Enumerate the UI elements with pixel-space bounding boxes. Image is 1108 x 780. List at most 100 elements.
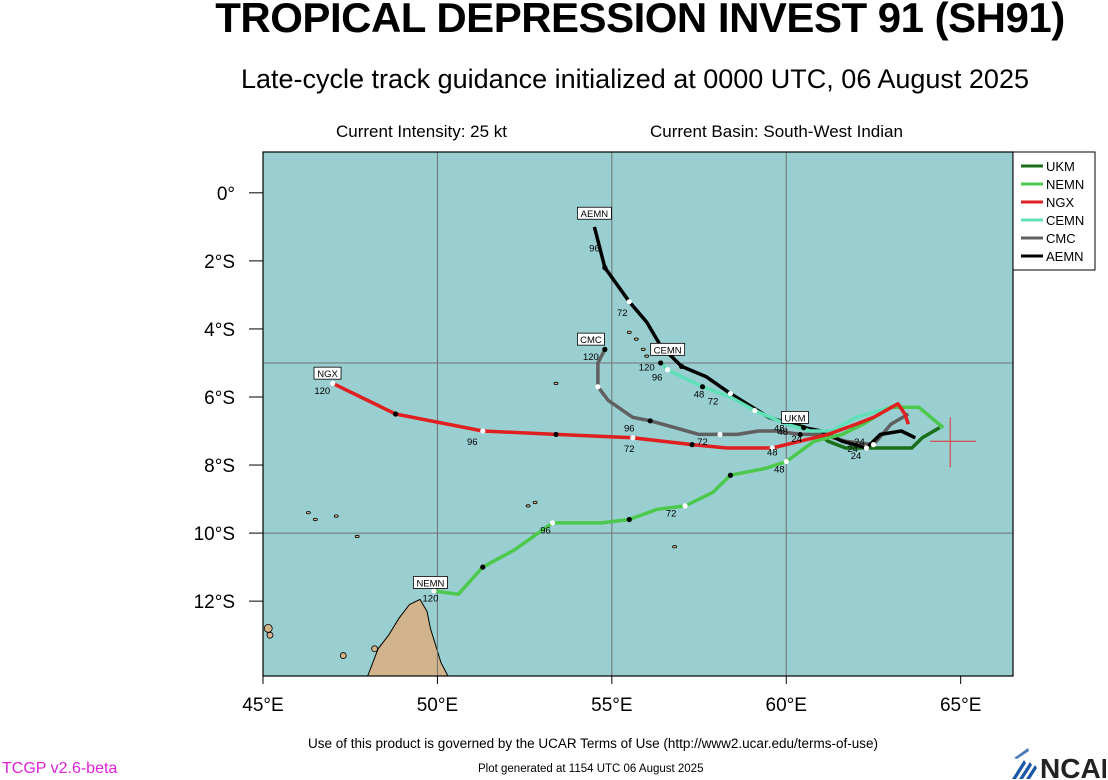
track-point-cemn <box>665 367 671 373</box>
track-point-cemn <box>752 407 758 414</box>
track-point-cmc <box>647 418 653 424</box>
islet-2 <box>333 514 339 518</box>
track-point-cmc <box>595 384 601 390</box>
terms-of-use: Use of this product is governed by the U… <box>308 736 878 751</box>
forecast-hour-label: 72 <box>624 444 635 455</box>
track-point-ngx <box>553 431 559 438</box>
islet-4 <box>525 504 531 508</box>
lat-tick-label: 8°S <box>204 456 235 477</box>
forecast-hour-label: 24 <box>791 434 802 445</box>
track-point-cmc <box>717 431 723 438</box>
current-intensity: Current Intensity: 25 kt <box>336 122 508 141</box>
islet-1 <box>312 517 318 522</box>
lon-tick-label: 65°E <box>940 695 981 716</box>
legend-entry-ngx: NGX <box>1046 195 1075 210</box>
lon-tick-label: 50°E <box>417 695 458 716</box>
forecast-hour-label: 96 <box>652 373 663 384</box>
legend: UKM NEMN NGX CEMN CMC AEMN <box>1012 151 1096 271</box>
forecast-hour-label: 72 <box>708 396 719 407</box>
island-3 <box>371 645 379 653</box>
plot-frame <box>262 151 1014 677</box>
madagascar-land <box>366 598 449 677</box>
islet-10 <box>553 381 559 385</box>
model-label-ukm: UKM <box>781 411 809 424</box>
track-point-aemn <box>727 390 734 397</box>
forecast-hour-label: 24 <box>847 444 858 455</box>
track-point-nemn <box>480 564 486 570</box>
track-point-cmc <box>797 431 803 438</box>
forecast-hour-label: 72 <box>617 308 628 319</box>
ocean-area <box>263 152 1013 676</box>
islet-5 <box>532 500 538 505</box>
model-label-box <box>576 206 612 220</box>
track-nemn <box>433 405 945 597</box>
islet-3 <box>354 534 360 539</box>
model-label-text: UKM <box>784 413 805 424</box>
track-point-aemn <box>602 265 608 271</box>
track-point-nemn <box>431 588 437 594</box>
lat-tick-label: 0° <box>217 184 235 205</box>
lon-tick-label: 60°E <box>766 695 807 716</box>
model-label-cemn: CEMN <box>650 342 686 356</box>
model-label-text: NGX <box>317 369 338 380</box>
forecast-hour-label: 96 <box>589 243 600 254</box>
forecast-hour-label: 24 <box>854 437 865 448</box>
track-point-aemn <box>626 299 632 305</box>
islet-11 <box>644 354 650 358</box>
model-label-cmc: CMC <box>577 332 605 346</box>
legend-entry-cmc: CMC <box>1046 231 1076 246</box>
track-point-nemn <box>727 472 734 478</box>
model-label-box <box>650 342 686 356</box>
track-point-nemn <box>549 520 556 526</box>
plot-generated: Plot generated at 1154 UTC 06 August 202… <box>478 763 704 775</box>
model-label-box <box>313 366 342 380</box>
legend-entry-nemn: NEMN <box>1046 177 1084 192</box>
model-label-ngx: NGX <box>313 366 342 380</box>
track-point-nemn <box>626 516 632 523</box>
model-label-text: AEMN <box>581 209 609 220</box>
forecast-hour-label: 48 <box>694 390 705 401</box>
track-point-cmc <box>870 442 877 448</box>
current-basin: Current Basin: South-West Indian <box>650 122 903 141</box>
track-point-ngx <box>392 411 399 417</box>
forecast-hour-label: 96 <box>540 526 551 537</box>
page-title: TROPICAL DEPRESSION INVEST 91 (SH91) <box>215 0 1065 41</box>
legend-entry-aemn: AEMN <box>1046 249 1084 264</box>
forecast-hour-label: 120 <box>583 352 599 363</box>
model-label-aemn: AEMN <box>576 206 612 220</box>
legend-entry-cemn: CEMN <box>1046 213 1084 228</box>
island-1 <box>266 631 274 639</box>
forecast-hour-label: 48 <box>777 427 788 438</box>
island-2 <box>339 652 347 659</box>
model-label-text: NEMN <box>416 578 444 589</box>
lat-tick-label: 10°S <box>194 524 235 545</box>
forecast-hour-label: 48 <box>767 447 778 458</box>
forecast-hour-label: 72 <box>697 437 708 448</box>
track-point-nemn <box>682 503 688 509</box>
islet-9 <box>672 545 678 549</box>
model-label-box <box>781 411 809 424</box>
forecast-hour-label: 120 <box>639 362 655 373</box>
track-point-aemn <box>863 445 870 451</box>
track-point-cemn <box>658 360 664 366</box>
island-0 <box>263 623 273 633</box>
islet-8 <box>626 330 632 334</box>
legend-entry-ukm: UKM <box>1046 159 1075 174</box>
islet-7 <box>633 337 639 341</box>
track-point-ngx <box>769 445 775 451</box>
page-subtitle: Late-cycle track guidance initialized at… <box>241 64 1029 94</box>
lat-tick-label: 4°S <box>204 320 235 341</box>
ncar-logo: NCAR <box>1012 748 1106 780</box>
track-point-ngx <box>630 435 636 441</box>
lat-tick-label: 2°S <box>204 252 235 273</box>
forecast-hour-label: 96 <box>467 437 478 448</box>
forecast-hour-label: 96 <box>624 424 635 435</box>
svg-text:NCAR: NCAR <box>1040 753 1106 780</box>
forecast-hour-label: 72 <box>666 509 677 520</box>
model-label-box <box>577 332 605 346</box>
track-point-cemn <box>699 384 706 390</box>
lat-tick-label: 12°S <box>194 592 235 613</box>
islet-6 <box>640 347 646 351</box>
forecast-hour-label: 120 <box>423 594 439 605</box>
